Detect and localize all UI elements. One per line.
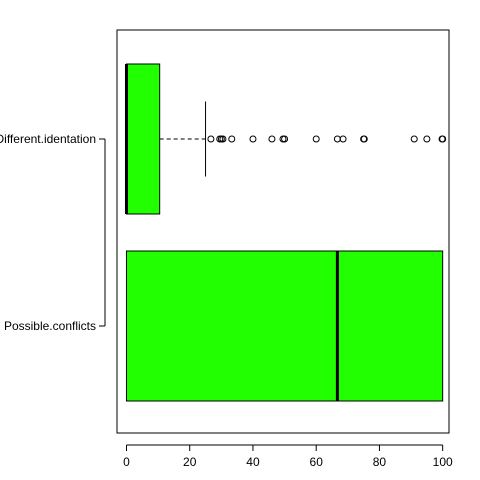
y-tick-label: Different.identation	[0, 132, 96, 146]
x-tick-label: 40	[246, 455, 260, 469]
outlier-point	[249, 135, 257, 143]
outlier-point	[439, 135, 447, 143]
outlier-point	[312, 135, 320, 143]
outlier-point	[360, 135, 368, 143]
x-axis: 0 20 40 60 80 100	[123, 444, 453, 469]
x-tick-label: 0	[123, 455, 130, 469]
x-tick-label: 80	[373, 455, 387, 469]
box-iqr	[125, 63, 161, 215]
y-tick-label: Possible.conflicts	[4, 319, 96, 333]
box-group	[124, 63, 447, 215]
box-group	[125, 250, 444, 402]
outlier-point	[281, 135, 289, 143]
outlier-point	[207, 135, 215, 143]
x-tick-label: 60	[310, 455, 324, 469]
plot-frame	[116, 29, 450, 434]
x-tick-label: 100	[433, 455, 453, 469]
x-tick-label: 20	[183, 455, 197, 469]
outlier-point	[228, 135, 236, 143]
y-axis: Different.identation Possible.conflicts	[0, 132, 106, 333]
outlier-point	[410, 135, 418, 143]
outlier-point	[423, 135, 431, 143]
outlier-point	[339, 135, 347, 143]
boxes	[124, 63, 447, 402]
outlier-point	[219, 135, 227, 143]
box-iqr	[125, 250, 444, 402]
outlier-point	[268, 135, 276, 143]
outlier-point	[333, 135, 341, 143]
